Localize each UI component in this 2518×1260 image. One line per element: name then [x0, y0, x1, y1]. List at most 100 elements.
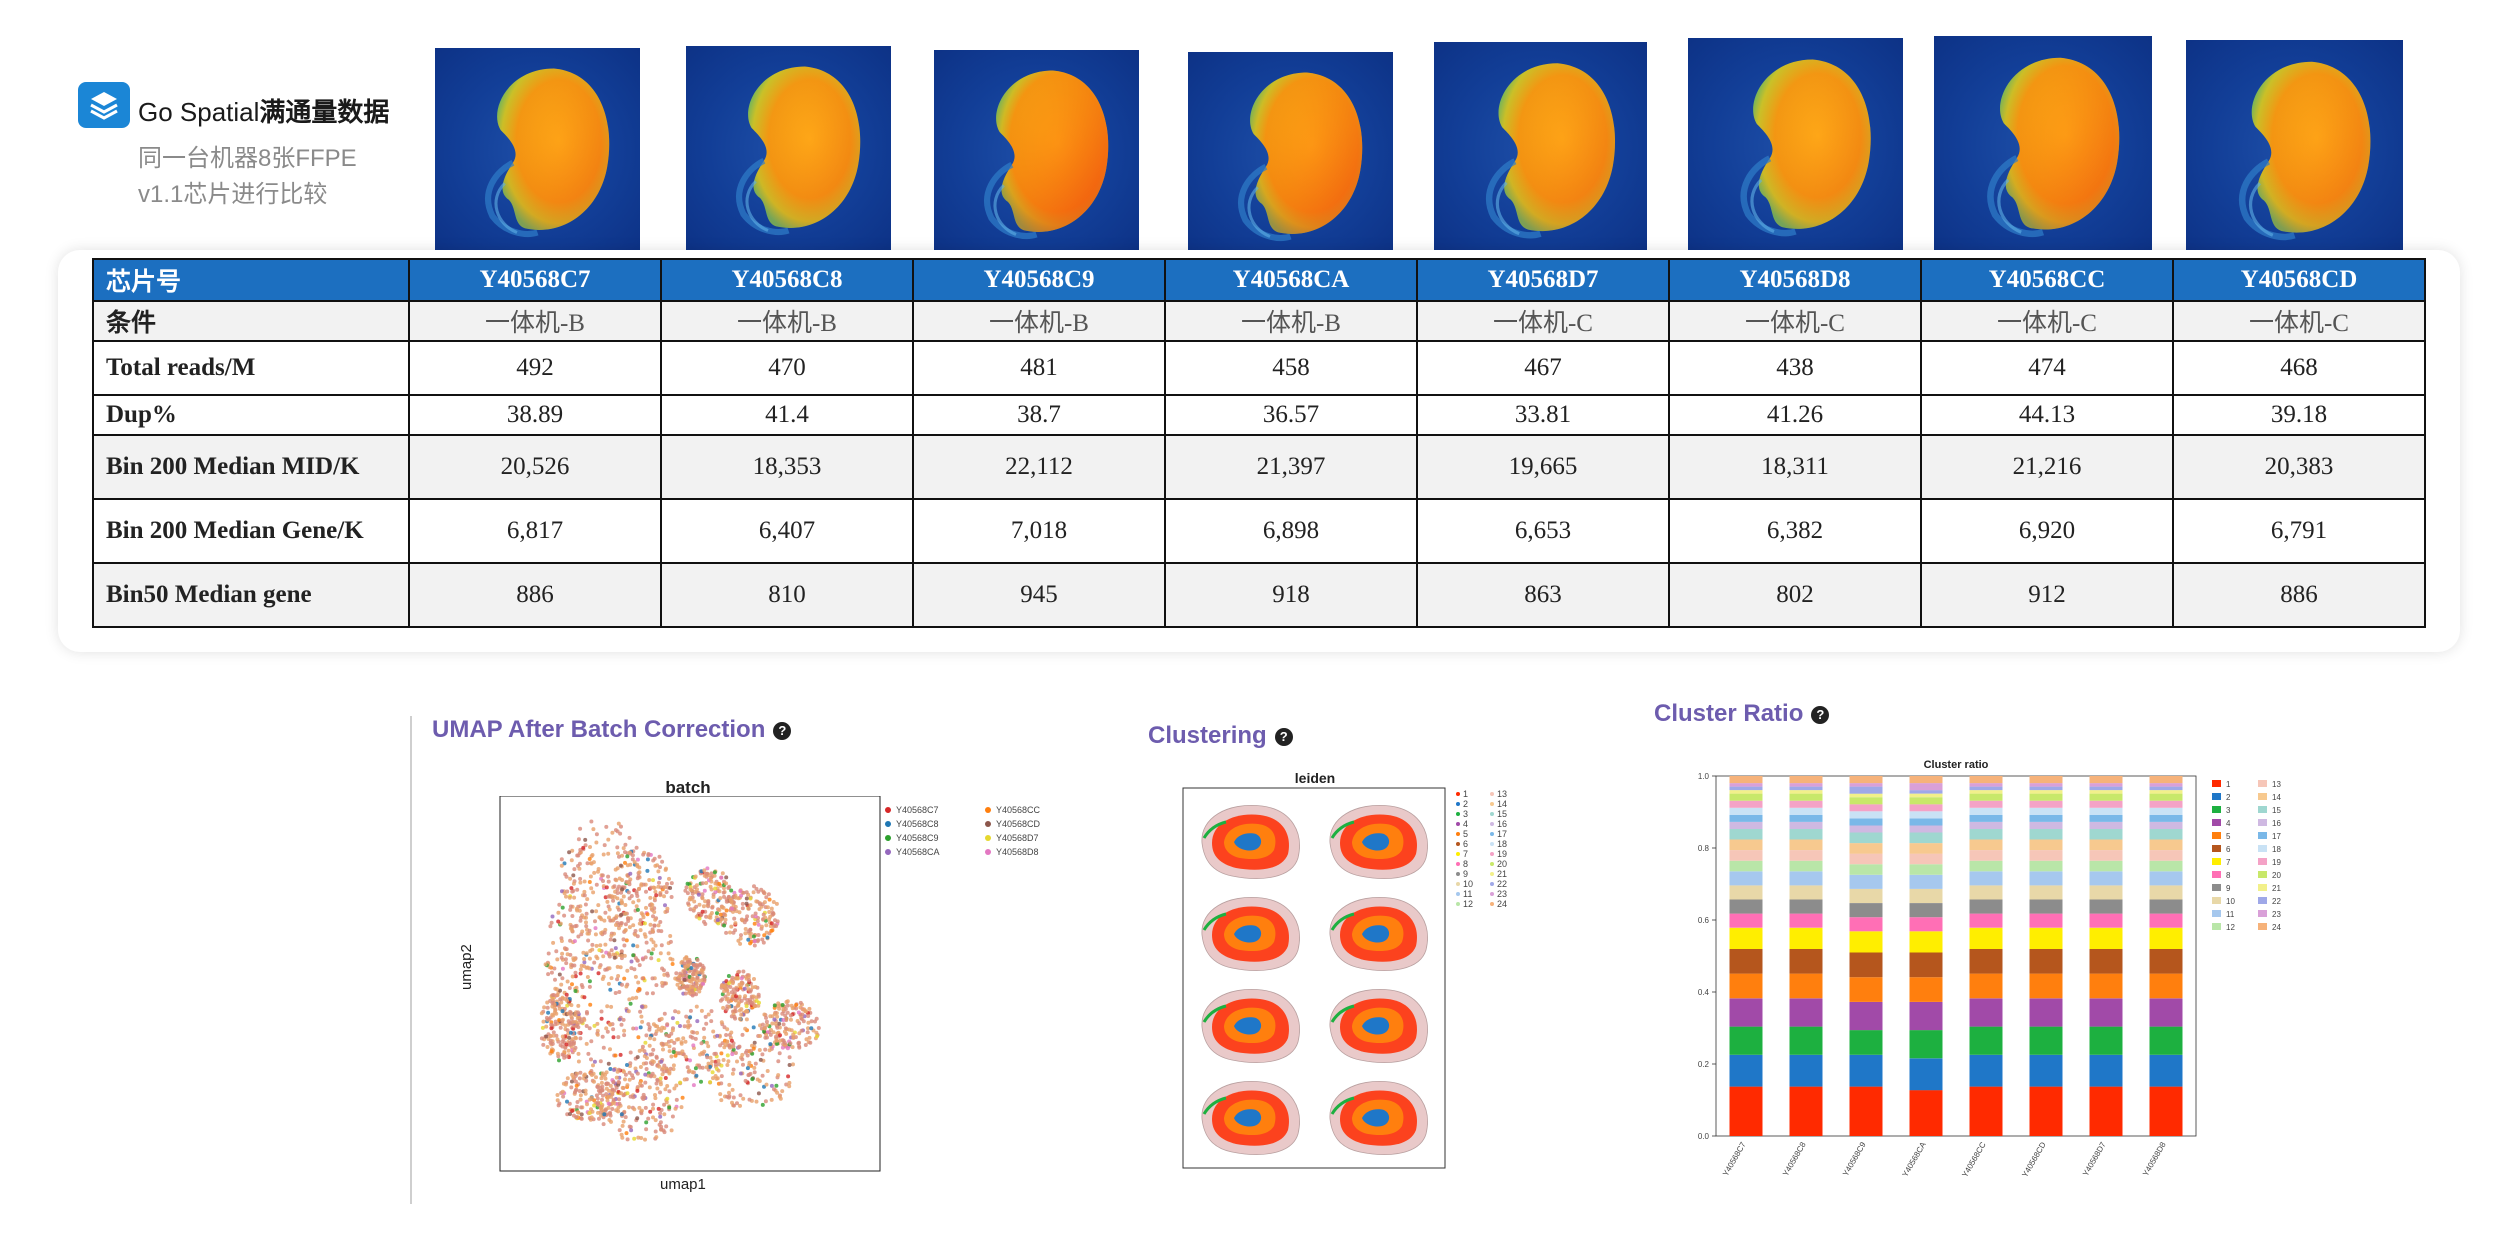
table-cell: 945 — [912, 562, 1166, 628]
bar-segment — [1729, 927, 1763, 949]
clustering-title-text: Clustering — [1148, 722, 1267, 749]
umap-xlabel: umap1 — [660, 1176, 706, 1193]
bar-segment — [1729, 814, 1763, 822]
umap-frame — [499, 796, 881, 1172]
bar-segment — [2029, 913, 2063, 928]
bar-segment — [1969, 899, 2003, 914]
legend-label: 4 — [1463, 819, 1468, 829]
bar-segment — [2029, 790, 2063, 794]
legend-label: 14 — [1497, 799, 1507, 809]
bar-segment — [1729, 850, 1763, 861]
umap-title-text: UMAP After Batch Correction — [432, 716, 766, 743]
bar-segment — [1849, 864, 1883, 875]
legend-label: Y40568C9 — [896, 833, 939, 843]
bar-segment — [2089, 793, 2123, 801]
bar-segment — [1729, 885, 1763, 900]
bar-segment — [2149, 793, 2183, 801]
bar-segment — [1909, 804, 1943, 812]
bar-segment — [1969, 793, 2003, 801]
bar-segment — [2149, 821, 2183, 829]
table-cell: 39.18 — [2172, 394, 2426, 436]
cluster-tissue-section — [1329, 804, 1428, 879]
bar-segment — [2089, 860, 2123, 872]
help-icon[interactable]: ? — [773, 721, 792, 740]
bar-segment — [2149, 1086, 2183, 1136]
subtitle-line-2: v1.1芯片进行比较 — [138, 181, 328, 208]
bar-segment — [1789, 828, 1823, 840]
umap-plot: Y40568C7 Y40568C8 Y40568C9 Y40568CA Y40568CC… — [499, 796, 1041, 1172]
table-cell: 474 — [1920, 340, 2174, 396]
bar-segment — [1909, 832, 1943, 844]
bar-segment — [1969, 821, 2003, 829]
legend-label: 7 — [2226, 858, 2231, 867]
bar-segment — [2149, 783, 2183, 787]
legend-label: 22 — [1497, 879, 1507, 889]
legend-marker — [1456, 872, 1460, 876]
legend-marker — [1456, 892, 1460, 896]
table-cell: 19,665 — [1416, 434, 1670, 500]
bar-segment — [1789, 1086, 1823, 1136]
cluster-ratio-chart: Cluster ratio 0.0 0.2 0.4 0.6 0.8 1.0 Y40568C7 Y… — [1698, 759, 2282, 1179]
legend-swatch — [2258, 897, 2267, 904]
bar-segment — [1909, 853, 1943, 865]
help-icon[interactable]: ? — [1274, 727, 1293, 746]
legend-label: 9 — [1463, 869, 1468, 879]
legend-label: 24 — [1497, 899, 1507, 909]
bar-segment — [1909, 790, 1943, 794]
bar-segment — [1909, 903, 1943, 918]
umap-points — [539, 819, 821, 1142]
row-label: Bin50 Median gene — [92, 562, 410, 628]
legend-swatch — [2212, 806, 2221, 813]
legend-label: 2 — [2226, 793, 2231, 802]
bar-segment — [2149, 927, 2183, 949]
bar-segment — [2149, 814, 2183, 822]
bar-segment — [2029, 1026, 2063, 1055]
bar-segment — [2029, 814, 2063, 822]
bar-segment — [1849, 832, 1883, 844]
legend-label: Y40568CA — [896, 847, 940, 857]
bar-segment — [2089, 927, 2123, 949]
y-tick-label: 0.8 — [1698, 844, 1710, 853]
legend-marker — [885, 849, 891, 855]
bar-segment — [1849, 931, 1883, 953]
row-label: Bin 200 Median Gene/K — [92, 498, 410, 564]
table-row: Total reads/M 492 470 481 458 467 438 474 468 — [92, 340, 2426, 396]
legend-label: Y40568C7 — [896, 805, 939, 815]
bar-segment — [2029, 899, 2063, 914]
table-row: Bin 200 Median Gene/K 6,817 6,407 7,018 6,89… — [92, 498, 2426, 564]
table-cell: 467 — [1416, 340, 1670, 396]
help-icon[interactable]: ? — [1811, 705, 1830, 724]
bar-segment — [1969, 776, 2003, 784]
legend-label: 5 — [1463, 829, 1468, 839]
bar-segment — [1789, 973, 1823, 999]
bar-segment — [1909, 825, 1943, 833]
bar-segment — [1909, 818, 1943, 826]
table-cell: 22,112 — [912, 434, 1166, 500]
bar-segment — [2089, 913, 2123, 928]
bar-segment — [2089, 1054, 2123, 1087]
bar-segment — [2089, 807, 2123, 815]
bar-segment — [2149, 913, 2183, 928]
table-cell: 一体机-B — [660, 300, 914, 342]
table-cell: 38.7 — [912, 394, 1166, 436]
bar-segment — [2149, 871, 2183, 886]
bar-segment — [1789, 790, 1823, 794]
table-header-row: 芯片号 Y40568C7 Y40568C8 Y40568C9 Y40568CA Y405… — [92, 258, 2426, 302]
bar-segment — [1729, 786, 1763, 791]
x-tick-label: Y40568C9 — [1841, 1140, 1868, 1178]
bar-segment — [2089, 839, 2123, 851]
bar-segment — [1909, 952, 1943, 978]
y-tick-label: 0.0 — [1698, 1132, 1710, 1141]
bar-segment — [1969, 1086, 2003, 1136]
table-row: 条件 一体机-B 一体机-B 一体机-B 一体机-B 一体机-C 一体机-C 一体机-C 一体机… — [92, 300, 2426, 342]
bar-segment — [2089, 948, 2123, 974]
bar-segment — [1849, 853, 1883, 865]
bar-segment — [1789, 1054, 1823, 1087]
bar-segment — [1909, 888, 1943, 903]
clustering-tissues — [1201, 804, 1428, 1155]
bar-segment — [2149, 899, 2183, 914]
bar-segment — [2029, 800, 2063, 808]
legend-label: 5 — [2226, 832, 2231, 841]
table-cell: 6,407 — [660, 498, 914, 564]
table-cell: 6,382 — [1668, 498, 1922, 564]
